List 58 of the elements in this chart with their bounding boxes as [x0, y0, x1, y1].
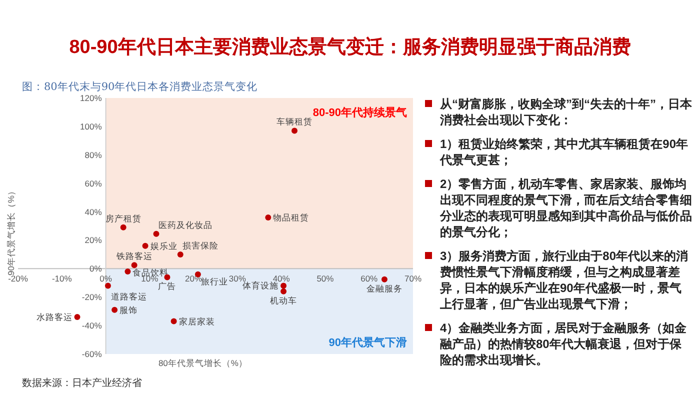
y-axis-title: 90年代景气增长（%） — [6, 186, 16, 276]
point — [170, 318, 177, 324]
text: 从“财富膨胀，收购全球”到“失去的十年”，日本消费社会出现以下变化： — [438, 96, 692, 128]
x-tick-label: 70% — [404, 274, 422, 284]
y-tick-label: 80% — [84, 150, 102, 160]
chart-title: 80-90年代日本主要消费业态景气变迁：服务消费明显强于商品消费 — [69, 36, 631, 58]
text: 4）金融类业务方面，居民对于金融服务（如金融产品）的热情较80年代大幅衰退，但对于保险的需求出现增长。 — [439, 320, 688, 368]
x-tick-label: 50% — [316, 274, 334, 284]
point — [265, 214, 272, 220]
point — [280, 288, 287, 294]
x-axis-title: 80年代景气增长（%） — [158, 358, 248, 368]
x-tick-label: -20% — [8, 274, 28, 284]
x-tick-label: 0% — [100, 274, 112, 284]
series-label: 水路客运 — [36, 312, 72, 322]
band-label: 80-90年代持续景气 — [312, 106, 407, 119]
point — [112, 306, 118, 313]
y-tick-label: -60% — [82, 349, 102, 359]
point — [120, 224, 126, 230]
point — [280, 282, 287, 289]
series-label: 服饰 — [120, 304, 138, 315]
point — [142, 242, 148, 249]
series-label: 物品租赁 — [273, 212, 310, 222]
x-tick-label: -10% — [52, 274, 72, 284]
text: 1）租赁业始终繁荣，其中尤其车辆租赁在90年代景气更甚； — [438, 136, 690, 168]
series-label: 广告 — [158, 281, 176, 292]
series-label: 房产租赁 — [105, 213, 142, 224]
point — [177, 251, 184, 258]
point — [124, 268, 131, 275]
series-label: 铁路客运 — [115, 251, 152, 262]
y-tick-label: 120% — [80, 93, 102, 103]
text: 2）零售方面，机动车零售、家居家装、服饰均出现不同程度的景气下滑，而在后文结合零售细分业态的表现可明显感知到其中高价品与低价品的景气分化； — [438, 176, 692, 240]
series-label: 医药及化妆品 — [158, 220, 212, 230]
point — [74, 314, 80, 320]
series-label: 道路客运 — [110, 292, 147, 302]
source-note: 数据来源：日本产业经济省 — [22, 377, 142, 389]
y-tick-label: -40% — [82, 320, 102, 331]
point — [104, 282, 111, 289]
point — [292, 128, 298, 134]
x-tick-label: 60% — [360, 274, 378, 284]
series-label: 损害保险 — [182, 240, 218, 250]
series-label: 娱乐业 — [150, 240, 178, 251]
series-label: 家居家装 — [178, 316, 215, 326]
chart-subtitle: 图：80年代末与90年代日本各消费业态景气变化 — [22, 80, 258, 93]
y-tick-label: 100% — [80, 121, 102, 132]
y-tick-label: 20% — [84, 235, 102, 246]
point — [131, 262, 138, 268]
text: 3）服务消费方面，旅行业由于80年代以来的消费惯性景气下滑幅度稍缓，但与之构成显著差异，日本的娱乐产业在90年代盛极一时，景气上行显著，但广告业出现景气下滑； — [439, 248, 690, 312]
series-label: 旅行业 — [200, 276, 228, 286]
y-tick-label: 40% — [84, 206, 102, 217]
point — [381, 276, 388, 282]
series-label: 机动车 — [270, 295, 298, 306]
series-label: 金融服务 — [366, 283, 402, 294]
y-tick-label: -20% — [82, 292, 102, 302]
band-label: 90年代景气下滑 — [328, 336, 407, 349]
point — [153, 230, 160, 237]
y-tick-label: 0% — [89, 264, 102, 274]
y-tick-label: 60% — [84, 178, 102, 188]
series-label: 车辆租赁 — [276, 116, 312, 127]
